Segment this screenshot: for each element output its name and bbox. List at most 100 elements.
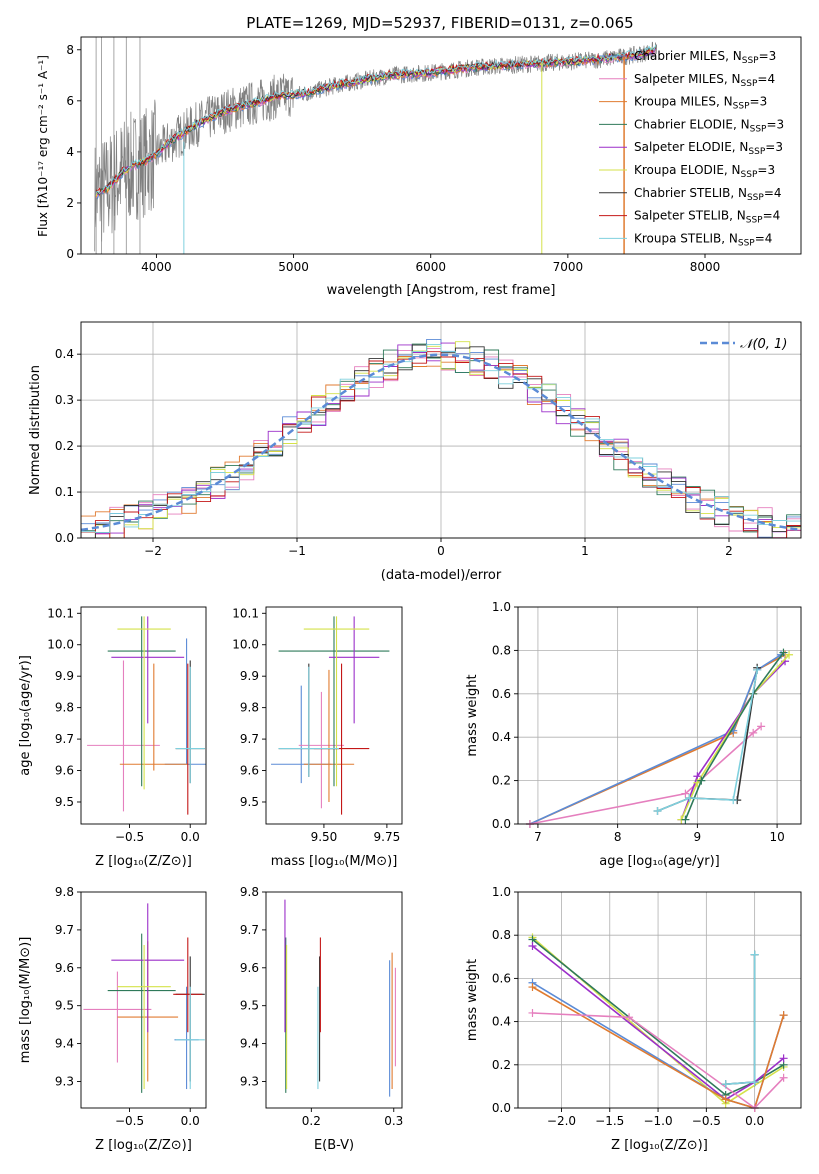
x-tick-label: 5000 bbox=[278, 260, 309, 274]
mw-vs-age-panel-xlabel: age [log₁₀(age/yr)] bbox=[599, 854, 720, 869]
residual-xlabel: (data-model)/error bbox=[381, 568, 502, 583]
y-tick-label: 9.6 bbox=[55, 961, 74, 975]
weight-line bbox=[532, 945, 785, 1101]
x-tick-label: 0.0 bbox=[181, 1114, 200, 1128]
y-tick-label: 9.7 bbox=[55, 732, 74, 746]
weight-marker bbox=[779, 1073, 788, 1082]
y-tick-label: 0.0 bbox=[55, 531, 74, 545]
legend-label: Salpeter MILES, NSSP=4 bbox=[634, 72, 775, 89]
model-spectrum bbox=[95, 44, 657, 195]
y-tick-label: 6 bbox=[66, 94, 74, 108]
x-tick-label: 2 bbox=[725, 544, 733, 558]
age-vs-mass-panel: 9.50 9.75 9.5 9.6 9.7 9.8 9.9 10.0 10.1 mass [log… bbox=[232, 606, 403, 869]
y-tick-label: 9.7 bbox=[240, 732, 259, 746]
x-tick-label: 4000 bbox=[141, 260, 172, 274]
y-tick-label: 10.1 bbox=[47, 606, 74, 620]
residual-legend-label: 𝒩(0, 1) bbox=[740, 337, 787, 352]
age-vs-mass-panel-xlabel: mass [log₁₀(M/M⊙)] bbox=[271, 854, 398, 869]
x-tick-label: 9.50 bbox=[311, 830, 338, 844]
weight-marker bbox=[729, 796, 738, 805]
age-vs-Z-panel-frame bbox=[80, 606, 207, 825]
weight-line bbox=[657, 667, 758, 812]
y-tick-label: 0 bbox=[66, 247, 74, 261]
weight-marker bbox=[757, 722, 766, 731]
y-tick-label: 9.5 bbox=[55, 999, 74, 1013]
mass-vs-ebv-panel-xlabel: E(B-V) bbox=[314, 1138, 354, 1153]
y-tick-label: 9.3 bbox=[55, 1074, 74, 1088]
y-tick-label: 9.5 bbox=[240, 795, 259, 809]
mw-vs-age-panel: 7 8 9 10 0.0 0.2 0.4 0.6 0.8 1.0 age [log₁₀(age/yr… bbox=[465, 600, 802, 869]
y-tick-label: 0.4 bbox=[55, 347, 74, 361]
y-tick-label: 0.8 bbox=[492, 643, 511, 657]
y-tick-label: 9.7 bbox=[55, 923, 74, 937]
x-tick-label: −2 bbox=[144, 544, 162, 558]
weight-marker bbox=[685, 793, 694, 802]
legend-label: Chabrier STELIB, NSSP=4 bbox=[634, 186, 782, 203]
weight-marker bbox=[528, 983, 537, 992]
weight-marker bbox=[528, 1008, 537, 1017]
y-tick-label: 9.9 bbox=[55, 669, 74, 683]
weight-marker bbox=[697, 776, 706, 785]
weight-line bbox=[532, 1012, 785, 1110]
model-spectrum bbox=[95, 49, 657, 198]
mass-vs-Z-panel-xlabel: Z [log₁₀(Z/Z⊙)] bbox=[95, 1138, 192, 1153]
y-tick-label: 9.8 bbox=[55, 885, 74, 899]
y-tick-label: 10.0 bbox=[232, 638, 259, 652]
legend-label: Chabrier MILES, NSSP=3 bbox=[634, 49, 776, 66]
y-tick-label: 0.6 bbox=[492, 971, 511, 985]
x-tick-label: −2.0 bbox=[547, 1114, 576, 1128]
legend-label: Kroupa MILES, NSSP=3 bbox=[634, 95, 767, 112]
weight-marker bbox=[753, 665, 762, 674]
x-tick-label: −1.0 bbox=[643, 1114, 672, 1128]
mass-vs-Z-panel: −0.5 0.0 9.3 9.4 9.5 9.6 9.7 9.8 Z [log₁₀(Z/Z⊙)]… bbox=[18, 885, 207, 1153]
y-tick-label: 9.4 bbox=[55, 1037, 74, 1051]
y-tick-label: 9.4 bbox=[240, 1037, 259, 1051]
weight-marker bbox=[653, 806, 662, 815]
weight-marker bbox=[721, 1095, 730, 1104]
model-spectrum bbox=[96, 47, 657, 196]
spectrum-panel: 4000 5000 6000 7000 8000 0 2 4 6 8 wavelength [An… bbox=[36, 36, 802, 298]
weight-line bbox=[684, 652, 785, 821]
x-tick-label: 0 bbox=[437, 544, 445, 558]
y-tick-label: 10.1 bbox=[232, 606, 259, 620]
x-tick-label: −1.5 bbox=[595, 1114, 624, 1128]
weight-marker bbox=[779, 648, 788, 657]
weight-marker bbox=[625, 1013, 634, 1022]
y-tick-label: 8 bbox=[66, 43, 74, 57]
y-tick-label: 10.0 bbox=[47, 638, 74, 652]
weight-marker bbox=[721, 1080, 730, 1089]
y-tick-label: 9.6 bbox=[240, 764, 259, 778]
normal-curve bbox=[81, 353, 801, 532]
x-tick-label: 0.0 bbox=[745, 1114, 764, 1128]
y-tick-label: 4 bbox=[66, 145, 74, 159]
x-tick-label: 7000 bbox=[553, 260, 584, 274]
x-tick-label: 8 bbox=[614, 830, 622, 844]
y-tick-label: 9.5 bbox=[55, 795, 74, 809]
x-tick-label: −0.5 bbox=[115, 1114, 144, 1128]
y-tick-label: 9.9 bbox=[240, 669, 259, 683]
mw-vs-age-panel-ylabel: mass weight bbox=[465, 674, 480, 756]
y-tick-label: 0.6 bbox=[492, 687, 511, 701]
weight-marker bbox=[750, 950, 759, 959]
weight-line bbox=[529, 725, 762, 825]
mw-vs-Z-panel-xlabel: Z [log₁₀(Z/Z⊙)] bbox=[611, 1138, 708, 1153]
weight-marker bbox=[779, 1011, 788, 1020]
x-tick-label: 8000 bbox=[690, 260, 721, 274]
y-tick-label: 9.8 bbox=[240, 885, 259, 899]
x-tick-label: 0.3 bbox=[384, 1114, 403, 1128]
age-vs-Z-panel-ylabel: age [log₁₀(age/yr)] bbox=[18, 655, 33, 776]
weight-line bbox=[532, 986, 785, 1109]
y-tick-label: 9.6 bbox=[55, 764, 74, 778]
y-tick-label: 0.4 bbox=[492, 1015, 511, 1029]
legend-label: Kroupa STELIB, NSSP=4 bbox=[634, 231, 772, 248]
x-tick-label: 1 bbox=[581, 544, 589, 558]
weight-marker bbox=[750, 1078, 759, 1087]
y-tick-label: 0.2 bbox=[55, 439, 74, 453]
spectrum-xlabel: wavelength [Angstrom, rest frame] bbox=[327, 283, 556, 298]
weight-marker bbox=[749, 728, 758, 737]
legend-label: Salpeter ELODIE, NSSP=3 bbox=[634, 140, 783, 157]
mass-vs-ebv-panel: 0.2 0.3 9.3 9.4 9.5 9.6 9.7 9.8 E(B-V) bbox=[240, 885, 403, 1153]
y-tick-label: 0.2 bbox=[492, 1058, 511, 1072]
weight-marker bbox=[681, 789, 690, 798]
x-tick-label: 7 bbox=[534, 830, 542, 844]
